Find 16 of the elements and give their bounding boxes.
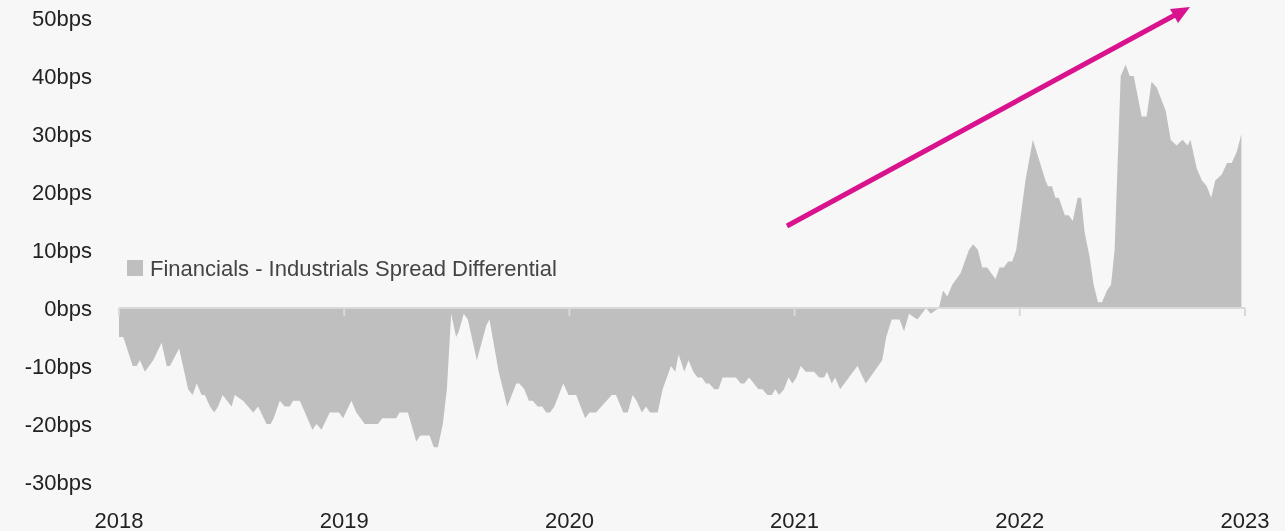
y-tick-label: 0bps	[44, 295, 92, 321]
x-tick-label: 2020	[544, 508, 594, 531]
y-tick-label: 40bps	[32, 63, 92, 89]
x-tick-label: 2018	[94, 508, 144, 531]
x-tick-label: 2023	[1220, 508, 1270, 531]
y-tick-label: 30bps	[32, 121, 92, 147]
x-tick-label: 2022	[995, 508, 1045, 531]
y-tick-label: -10bps	[24, 353, 92, 379]
y-tick-label: -20bps	[24, 411, 92, 437]
y-tick-label: -30bps	[24, 469, 92, 495]
x-tick-label: 2019	[319, 508, 369, 531]
y-tick-label: 50bps	[32, 5, 92, 31]
y-tick-label: 10bps	[32, 237, 92, 263]
x-tick-label: 2021	[770, 508, 820, 531]
legend-label: Financials - Industrials Spread Differential	[150, 255, 557, 281]
y-tick-label: 20bps	[32, 179, 92, 205]
